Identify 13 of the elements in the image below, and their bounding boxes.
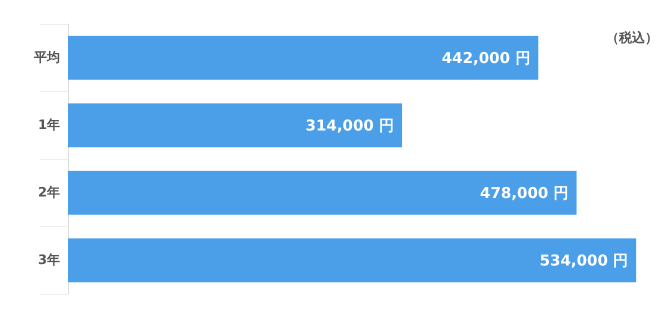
data-label: 314,000 円 (306, 116, 394, 134)
bar (68, 238, 636, 282)
y-tick-label: 平均 (33, 50, 60, 66)
data-label: 478,000 円 (480, 184, 569, 202)
bar (68, 170, 577, 215)
y-tick-label: 2年 (38, 185, 60, 200)
annotation: （税込） (606, 30, 658, 46)
bar (68, 36, 538, 80)
data-label: 442,000 円 (442, 48, 530, 67)
bar (68, 103, 402, 148)
y-tick-label: 3年 (38, 252, 60, 268)
y-tick-label: 1年 (38, 118, 60, 133)
data-label: 534,000 円 (540, 251, 628, 270)
